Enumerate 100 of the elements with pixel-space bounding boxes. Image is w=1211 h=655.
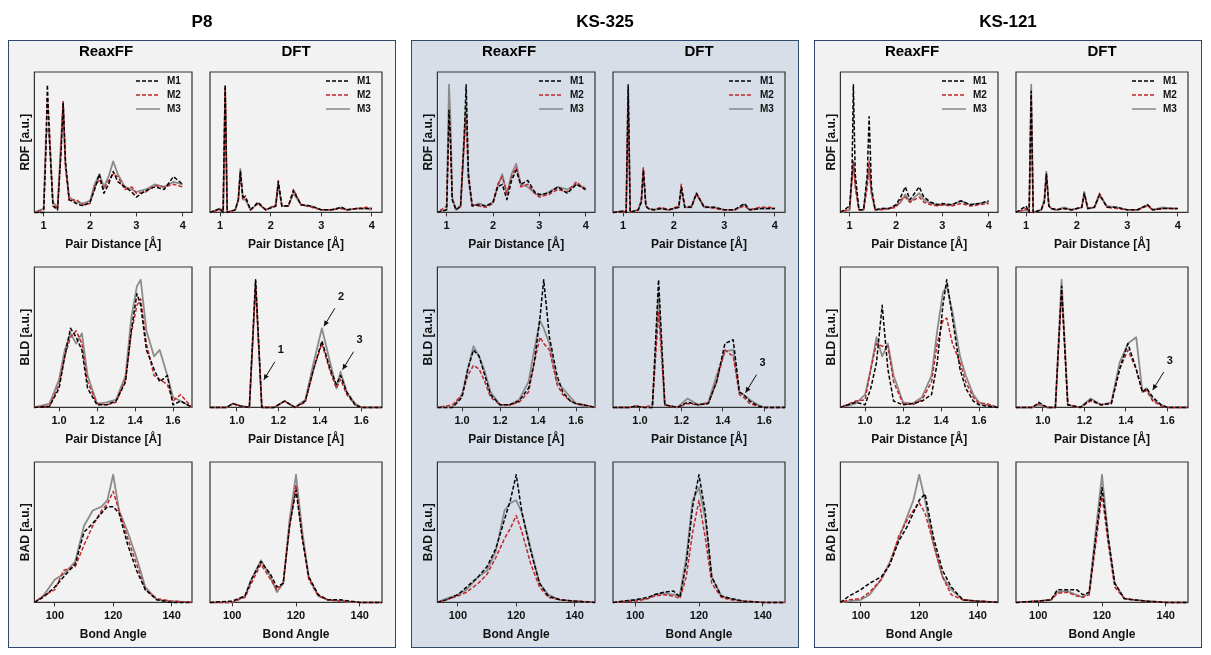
y-axis-title: RDF [a.u.]	[17, 113, 32, 171]
x-tick-label: 100	[1029, 609, 1048, 622]
chart-title: P8	[190, 12, 214, 32]
x-tick-label: 2	[489, 219, 497, 232]
x-tick-label: 100	[851, 609, 871, 622]
legend-label: M1	[973, 74, 988, 86]
x-tick-label: 1.0	[229, 414, 245, 427]
x-tick-label: 120	[689, 609, 709, 622]
x-axis-title: Pair Distance [Å]	[1053, 431, 1151, 447]
x-tick-label: 1.2	[492, 414, 508, 427]
x-axis-title: Bond Angle	[885, 627, 953, 642]
legend-label: M2	[973, 88, 988, 100]
x-tick-label: 4	[582, 219, 590, 232]
x-axis-title: Bond Angle	[79, 627, 147, 642]
x-tick-label: 1.4	[312, 414, 329, 427]
legend-label: M3	[1163, 102, 1178, 114]
legend-label: M2	[760, 88, 775, 100]
x-tick-label: 140	[1156, 609, 1175, 622]
annotation: 2	[337, 289, 345, 302]
x-tick-label: 1	[443, 219, 450, 232]
legend-label: M3	[570, 102, 585, 114]
x-tick-label: 1.0	[1035, 414, 1051, 427]
x-tick-label: 2	[267, 219, 274, 232]
x-tick-label: 120	[104, 609, 123, 622]
x-tick-label: 3	[721, 219, 728, 232]
legend-label: M2	[357, 88, 372, 100]
x-tick-label: 1.6	[1159, 414, 1175, 427]
legend-label: M1	[760, 74, 775, 86]
x-tick-label: 140	[565, 609, 584, 622]
x-tick-label: 3	[536, 219, 543, 232]
x-tick-label: 140	[162, 609, 181, 622]
x-tick-label: 140	[968, 609, 987, 622]
x-tick-label: 4	[985, 219, 993, 232]
x-tick-label: 1	[1023, 219, 1030, 232]
x-tick-label: 140	[350, 609, 369, 622]
legend-label: M1	[570, 74, 585, 86]
x-tick-label: 2	[1073, 219, 1080, 232]
legend-label: M2	[570, 88, 585, 100]
x-tick-label: 100	[223, 609, 242, 622]
y-axis-title: BAD [a.u.]	[420, 503, 435, 562]
x-tick-label: 120	[507, 609, 526, 622]
legend-label: M3	[167, 102, 182, 114]
x-tick-label: 1.2	[89, 414, 105, 427]
x-axis-title: Pair Distance [Å]	[468, 236, 565, 252]
x-tick-label: 1.2	[1076, 414, 1093, 427]
x-tick-label: 1.2	[270, 414, 287, 427]
chart-title: KS-325	[575, 12, 635, 32]
y-axis-title: RDF [a.u.]	[823, 113, 838, 171]
x-tick-label: 1	[40, 219, 47, 232]
x-tick-label: 1	[620, 219, 627, 232]
legend-label: M3	[973, 102, 988, 114]
x-tick-label: 2	[86, 219, 94, 232]
x-tick-label: 1.0	[857, 414, 873, 427]
x-axis-title: Pair Distance [Å]	[247, 236, 345, 252]
x-tick-label: 1	[217, 219, 224, 232]
x-tick-label: 4	[771, 219, 779, 232]
chart-subtitle: DFT	[280, 42, 312, 59]
x-tick-label: 4	[368, 219, 376, 232]
x-tick-label: 1.6	[756, 414, 772, 427]
chart-subtitle: ReaxFF	[883, 42, 941, 59]
x-axis-title: Bond Angle	[262, 627, 330, 642]
x-axis-title: Bond Angle	[482, 627, 550, 642]
x-tick-label: 3	[939, 219, 946, 232]
x-tick-label: 1.6	[971, 414, 987, 427]
x-tick-label: 1.0	[51, 414, 67, 427]
x-tick-label: 2	[892, 219, 900, 232]
annotation: 3	[356, 333, 363, 346]
chart-subtitle: DFT	[683, 42, 715, 59]
y-axis-title: BAD [a.u.]	[17, 503, 32, 562]
x-tick-label: 1.4	[933, 414, 950, 427]
x-tick-label: 1.4	[530, 414, 547, 427]
y-axis-title: BLD [a.u.]	[420, 308, 435, 366]
x-tick-label: 120	[910, 609, 929, 622]
x-tick-label: 3	[318, 219, 325, 232]
x-tick-label: 1	[846, 219, 853, 232]
x-tick-label: 1.0	[632, 414, 648, 427]
chart-subtitle: DFT	[1086, 42, 1118, 59]
x-tick-label: 4	[179, 219, 187, 232]
x-tick-label: 1.2	[895, 414, 911, 427]
x-tick-label: 1.0	[454, 414, 470, 427]
legend-label: M3	[760, 102, 775, 114]
x-axis-title: Pair Distance [Å]	[871, 431, 968, 447]
x-tick-label: 100	[45, 609, 65, 622]
x-tick-label: 120	[286, 609, 306, 622]
y-axis-title: BLD [a.u.]	[17, 308, 32, 366]
x-tick-label: 1.6	[353, 414, 369, 427]
x-axis-title: Pair Distance [Å]	[871, 236, 968, 252]
x-axis-title: Pair Distance [Å]	[65, 431, 162, 447]
legend-label: M1	[167, 74, 182, 86]
x-tick-label: 4	[1174, 219, 1182, 232]
chart-title: KS-121	[978, 12, 1038, 32]
legend-label: M1	[357, 74, 372, 86]
y-axis-title: RDF [a.u.]	[420, 113, 435, 171]
y-axis-title: BLD [a.u.]	[823, 308, 838, 366]
x-axis-title: Pair Distance [Å]	[650, 431, 748, 447]
x-tick-label: 140	[753, 609, 772, 622]
x-tick-label: 1.6	[165, 414, 181, 427]
annotation: 1	[277, 343, 284, 356]
x-axis-title: Pair Distance [Å]	[65, 236, 162, 252]
x-axis-title: Pair Distance [Å]	[468, 431, 565, 447]
